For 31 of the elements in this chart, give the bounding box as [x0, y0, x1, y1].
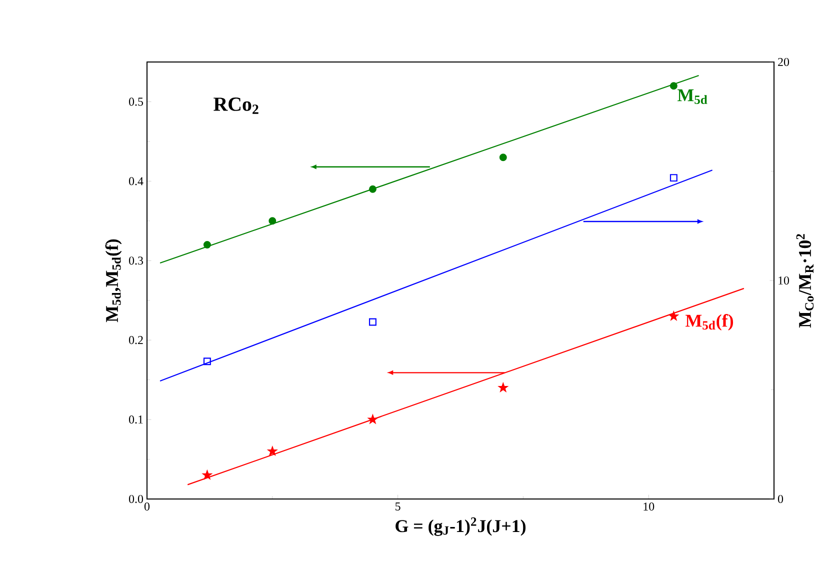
y2-tick-label: 10	[778, 276, 790, 285]
y-tick-label: 0.2	[128, 336, 143, 344]
point	[670, 82, 678, 90]
series-label: M$_{5d}$	[678, 89, 708, 104]
y-tick-label: 0.5	[128, 98, 144, 106]
point	[368, 318, 376, 326]
point	[203, 358, 211, 366]
point	[202, 470, 212, 480]
y2-axis-title: M$_{Co}$/M$_{R}$·10$^{2}$	[796, 234, 814, 328]
point	[499, 154, 507, 162]
y-axis-title: M$_{5d}$,M$_{5d}$(f)	[105, 239, 122, 322]
x-tick-label: 5	[396, 502, 400, 510]
x-tick-label: 0	[144, 502, 150, 511]
series-label: M$_{5d}$(f)	[686, 314, 734, 330]
point	[498, 383, 508, 392]
y-tick-label: 0.1	[128, 415, 143, 424]
point	[368, 185, 376, 193]
point	[670, 174, 678, 182]
y-tick-label: 0.0	[128, 494, 144, 504]
y2-tick-label: 0	[778, 494, 784, 504]
y-tick-label: 0.4	[128, 177, 144, 186]
point	[268, 446, 277, 456]
point	[203, 241, 211, 248]
y2-tick-label: 20	[778, 58, 790, 66]
annotation: RCo$_{2}$	[214, 98, 258, 114]
y-tick-label: 0.3	[128, 256, 144, 265]
point	[368, 414, 378, 424]
point	[268, 217, 276, 225]
point	[669, 312, 678, 320]
x-axis-title: G = (g$_{J}$-1)$^{2}$J(J+1)	[396, 517, 526, 536]
x-tick-label: 10	[644, 502, 654, 511]
